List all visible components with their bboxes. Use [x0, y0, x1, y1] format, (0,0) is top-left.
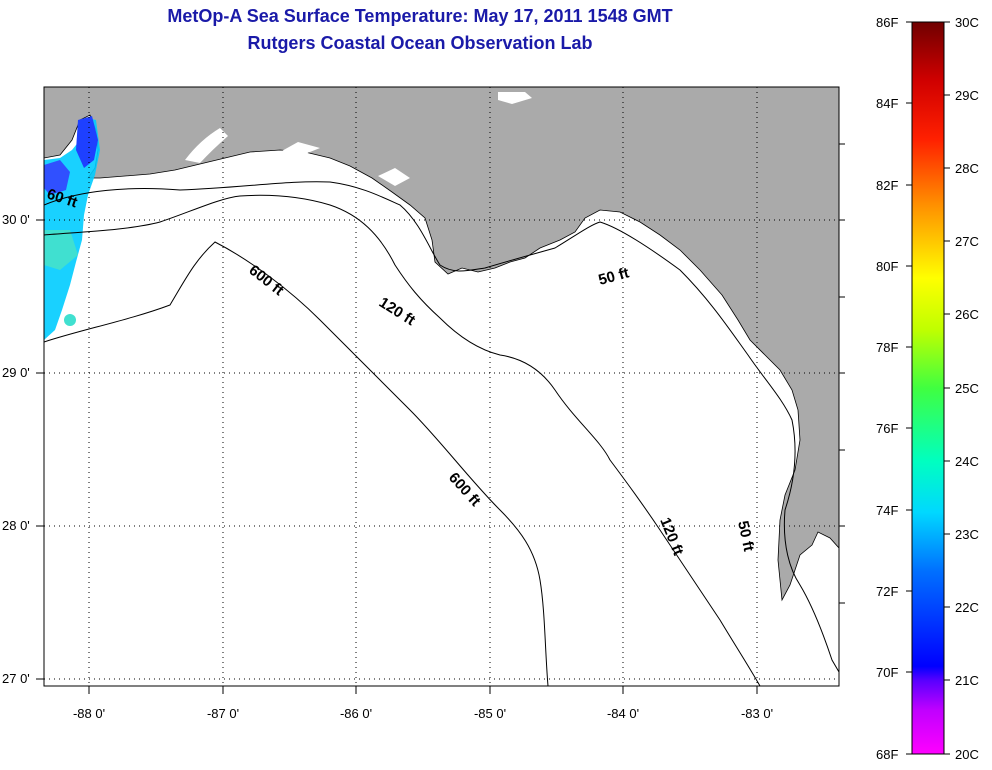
colorbar-c-label: 27C — [955, 234, 979, 249]
colorbar-c-label: 25C — [955, 381, 979, 396]
colorbar-c-label: 26C — [955, 307, 979, 322]
colorbar-c-label: 22C — [955, 600, 979, 615]
colorbar-f-label: 78F — [876, 340, 899, 355]
sst-pixel — [64, 314, 76, 326]
lat-label: 28 0' — [2, 518, 30, 533]
colorbar-f-label: 70F — [876, 665, 899, 680]
tick-marks — [36, 143, 845, 694]
contour-line — [44, 194, 761, 686]
contour-line — [44, 181, 839, 673]
colorbar-ticks — [906, 21, 950, 755]
lon-label: -87 0' — [206, 706, 240, 721]
colorbar-f-label: 86F — [876, 15, 899, 30]
title: MetOp-A Sea Surface Temperature: May 17,… — [167, 6, 673, 26]
lon-label: -84 0' — [606, 706, 640, 721]
colorbar-f-label: 74F — [876, 503, 899, 518]
colorbar-c-label: 23C — [955, 527, 979, 542]
contour-label: 50 ft — [734, 519, 757, 553]
subtitle: Rutgers Coastal Ocean Observation Lab — [247, 33, 593, 53]
colorbar-f-label: 80F — [876, 259, 899, 274]
lon-label: -88 0' — [72, 706, 106, 721]
sst-cold-patch — [76, 116, 98, 168]
colorbar-c-label: 21C — [955, 673, 979, 688]
lat-label: 29 0' — [2, 365, 30, 380]
sst-warm-patch — [44, 230, 78, 270]
land-mass — [44, 87, 839, 602]
bay-shape — [185, 128, 228, 163]
colorbar-f-label: 76F — [876, 421, 899, 436]
lat-label: 27 0' — [2, 671, 30, 686]
lon-label: -85 0' — [473, 706, 507, 721]
lake-shape — [498, 92, 532, 104]
colorbar-c-label: 30C — [955, 15, 979, 30]
bay-shape — [378, 168, 410, 186]
bay-shape — [280, 142, 320, 156]
colorbar-f-label: 84F — [876, 96, 899, 111]
colorbar-c-label: 20C — [955, 747, 979, 762]
lon-label: -83 0' — [740, 706, 774, 721]
lat-label: 30 0' — [2, 212, 30, 227]
map-frame — [43, 86, 840, 687]
colorbar-c-label: 24C — [955, 454, 979, 469]
contour-line — [44, 241, 549, 686]
lon-label: -86 0' — [339, 706, 373, 721]
colorbar-f-label: 72F — [876, 584, 899, 599]
colorbar-c-label: 29C — [955, 88, 979, 103]
colorbar-f-label: 82F — [876, 178, 899, 193]
sst-cold-patch — [44, 160, 70, 195]
colorbar — [911, 21, 945, 755]
colorbar-c-label: 28C — [955, 161, 979, 176]
colorbar-f-label: 68F — [876, 747, 899, 762]
